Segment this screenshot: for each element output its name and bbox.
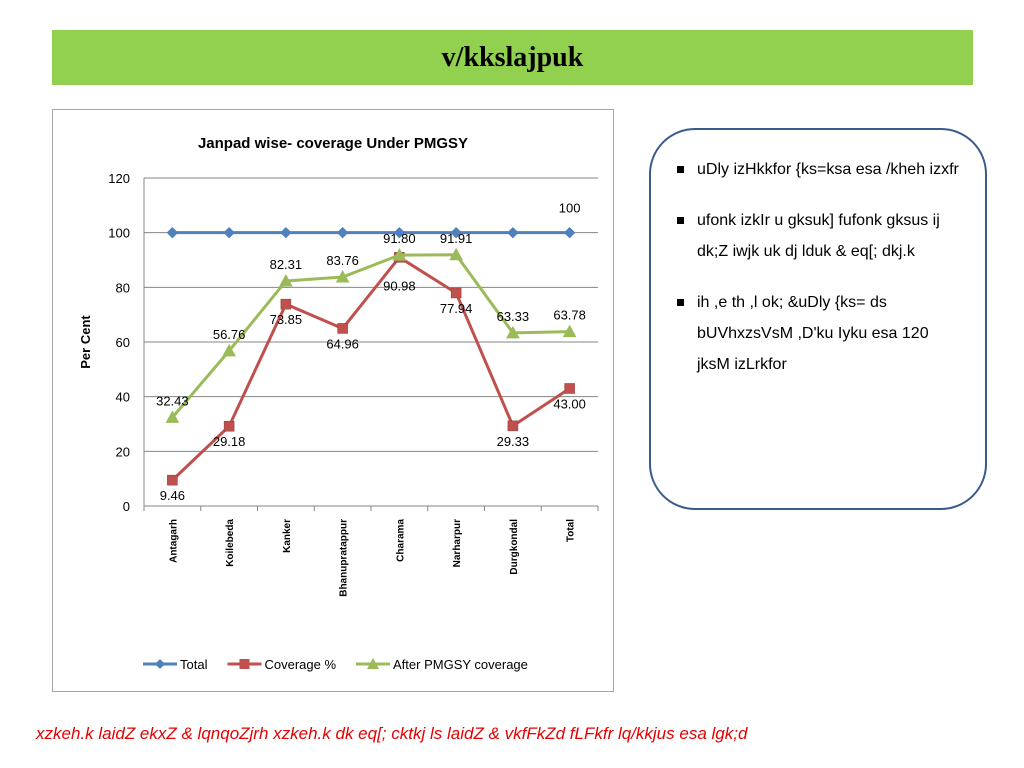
data-label: 63.78 (553, 308, 586, 323)
series-line (171, 253, 570, 419)
note-item: ufonk izkIr u gksuk] fufonk gksus ij dk;… (677, 205, 963, 267)
data-point-marker (506, 325, 520, 339)
x-category-label: Antagarh (168, 519, 179, 563)
data-label: 9.46 (160, 488, 185, 503)
data-point-marker (337, 323, 348, 334)
notes-list: uDly izHkkfor {ks=ksa esa /kheh izxfr uf… (651, 130, 985, 380)
data-label: 90.98 (383, 278, 416, 293)
title-bar: v/kkslajpuk (52, 30, 973, 85)
data-label: 32.43 (156, 393, 189, 408)
note-text: ufonk izkIr u gksuk] fufonk gksus ij dk;… (697, 212, 940, 260)
data-point-marker (279, 273, 293, 287)
data-point-marker (335, 270, 350, 283)
note-item: ih ,e th ,l ok; &uDly {ks= ds bUVhxzsVsM… (677, 287, 963, 380)
square-bullet-icon (677, 217, 684, 224)
data-point-marker (393, 226, 406, 239)
data-label: 29.18 (213, 434, 246, 449)
data-point-marker (562, 324, 577, 338)
footer-caption: xzkeh.k laidZ ekxZ & lqnqoZjrh xzkeh.k d… (36, 724, 748, 743)
y-tick-label: 100 (108, 226, 130, 241)
legend-marker (367, 658, 380, 669)
data-label: 91.80 (383, 231, 416, 246)
data-point-marker (336, 226, 349, 239)
x-category-label: Bhanupratappur (339, 519, 350, 597)
x-category-label: Kanker (282, 519, 293, 553)
data-label: 91.91 (440, 231, 473, 246)
data-point-marker (392, 248, 407, 261)
data-point-marker (449, 247, 463, 261)
x-category-label: Koilebeda (225, 519, 236, 567)
x-category-label: Total (566, 519, 577, 542)
data-label: 82.31 (270, 257, 303, 272)
y-tick-label: 20 (116, 444, 130, 459)
page-title: v/kkslajpuk (441, 41, 584, 73)
y-tick-label: 0 (123, 499, 130, 514)
data-label: 77.94 (440, 301, 473, 316)
legend-entry-label: After PMGSY coverage (393, 657, 528, 672)
y-tick-label: 120 (108, 171, 130, 186)
square-bullet-icon (677, 299, 684, 306)
chart-panel: Janpad wise- coverage Under PMGSY 0 20 40 60… (52, 109, 614, 692)
legend-entry-label: Coverage % (264, 657, 336, 672)
x-category-label: Durgkondal (509, 519, 520, 575)
data-label: 64.96 (326, 336, 359, 351)
note-text: ih ,e th ,l ok; &uDly {ks= ds bUVhxzsVsM… (697, 294, 929, 373)
data-label: 63.33 (497, 309, 530, 324)
data-point-marker (167, 474, 178, 486)
data-label: 56.76 (213, 327, 246, 342)
coverage-line-chart: Janpad wise- coverage Under PMGSY 0 20 40 60… (78, 135, 599, 672)
data-label: 29.33 (497, 434, 530, 449)
square-bullet-icon (677, 166, 684, 173)
data-point-marker (564, 383, 575, 394)
data-point-marker (450, 287, 462, 299)
legend-marker (155, 659, 165, 669)
data-point-marker (165, 410, 180, 423)
data-label: 83.76 (326, 253, 359, 268)
data-label: 73.85 (270, 312, 303, 327)
data-point-marker (280, 298, 292, 310)
data-label: 43.00 (553, 396, 586, 411)
y-tick-label: 60 (116, 335, 130, 350)
data-point-marker (563, 226, 576, 239)
note-text: uDly izHkkfor {ks=ksa esa /kheh izxfr (697, 161, 959, 178)
data-label: 100 (559, 201, 581, 216)
data-point-marker (166, 226, 179, 239)
chart-title: Janpad wise- coverage Under PMGSY (198, 135, 468, 152)
y-tick-label: 80 (116, 280, 130, 295)
data-point-marker (507, 420, 519, 432)
data-point-marker (280, 226, 292, 239)
y-tick-label: 40 (116, 390, 130, 405)
data-point-marker (223, 420, 235, 432)
legend-entry-label: Total (180, 657, 208, 672)
data-point-marker (507, 226, 519, 239)
legend-marker (239, 659, 250, 669)
x-category-label: Charama (395, 519, 406, 562)
note-item: uDly izHkkfor {ks=ksa esa /kheh izxfr (677, 154, 963, 185)
series-line (171, 255, 571, 482)
data-point-marker (223, 226, 235, 239)
y-axis-label: Per Cent (78, 315, 93, 369)
x-category-label: Narharpur (452, 519, 463, 567)
notes-panel: uDly izHkkfor {ks=ksa esa /kheh izxfr uf… (649, 128, 987, 510)
data-point-marker (222, 343, 236, 357)
data-point-marker (450, 226, 462, 239)
